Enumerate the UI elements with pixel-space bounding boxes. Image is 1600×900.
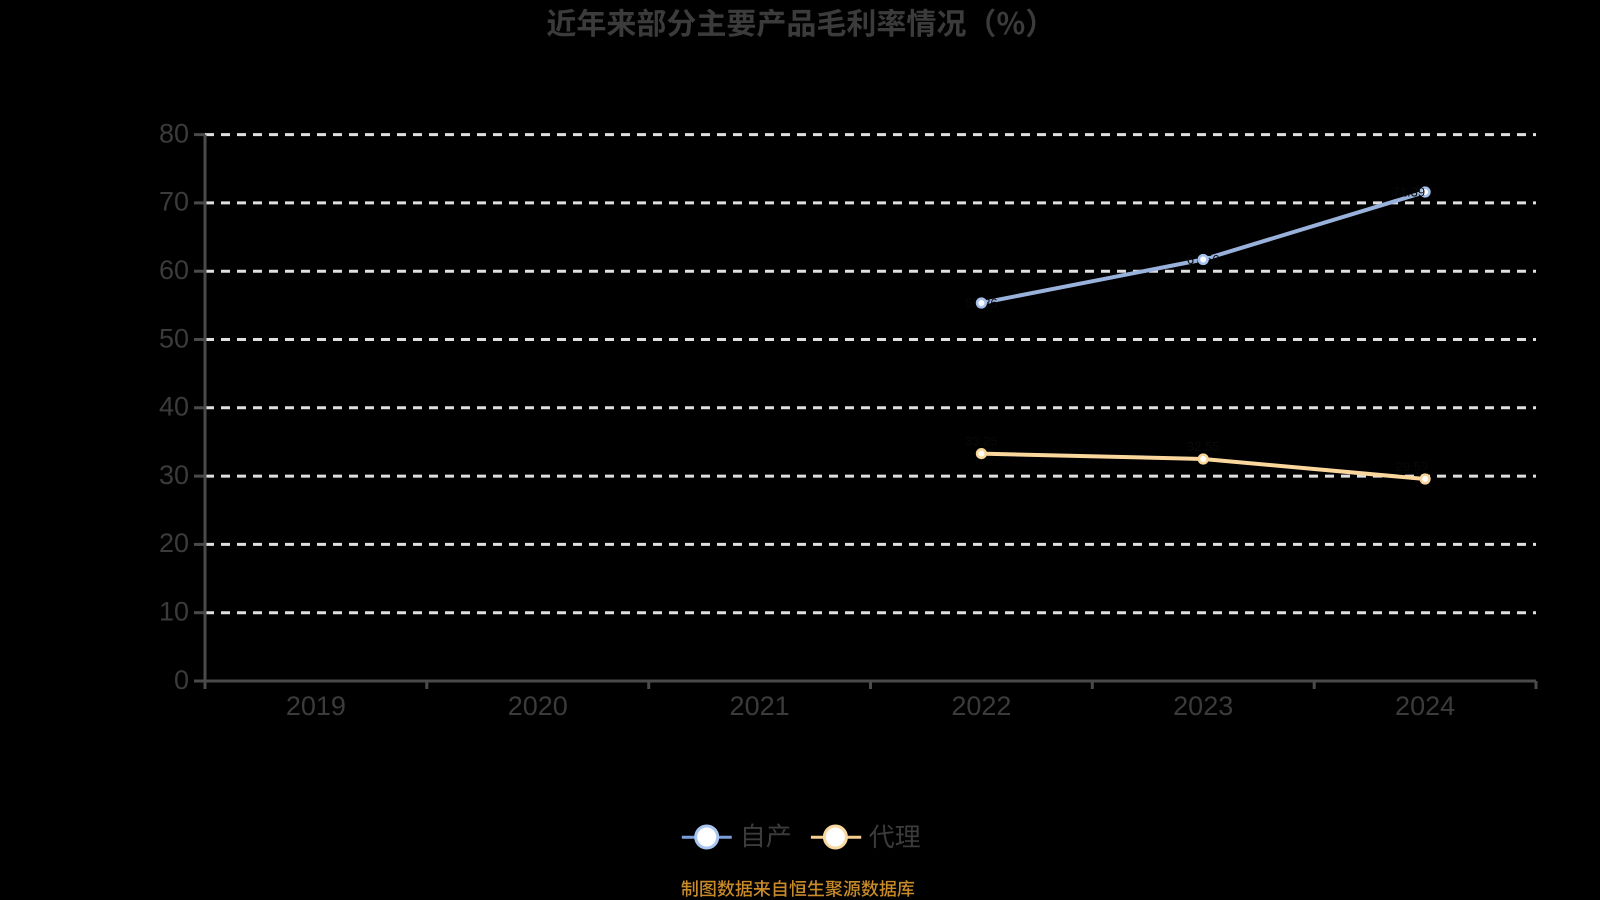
svg-text:2023: 2023 [1173,691,1233,721]
svg-text:80: 80 [159,118,189,148]
svg-text:2019: 2019 [286,691,346,721]
svg-text:2024: 2024 [1395,691,1455,721]
svg-text:2020: 2020 [508,691,568,721]
svg-text:50: 50 [159,323,189,353]
svg-text:20: 20 [159,528,189,558]
svg-text:10: 10 [159,597,189,627]
svg-text:40: 40 [159,392,189,422]
svg-text:32.55: 32.55 [1187,439,1220,454]
svg-text:2022: 2022 [951,691,1011,721]
svg-text:29.59: 29.59 [1396,459,1429,474]
svg-text:71.39: 71.39 [1393,185,1426,200]
svg-text:2021: 2021 [730,691,790,721]
svg-text:30: 30 [159,460,189,490]
svg-text:33.25: 33.25 [965,434,998,449]
svg-text:60: 60 [159,255,189,285]
svg-text:70: 70 [159,187,189,217]
svg-text:0: 0 [174,665,189,695]
